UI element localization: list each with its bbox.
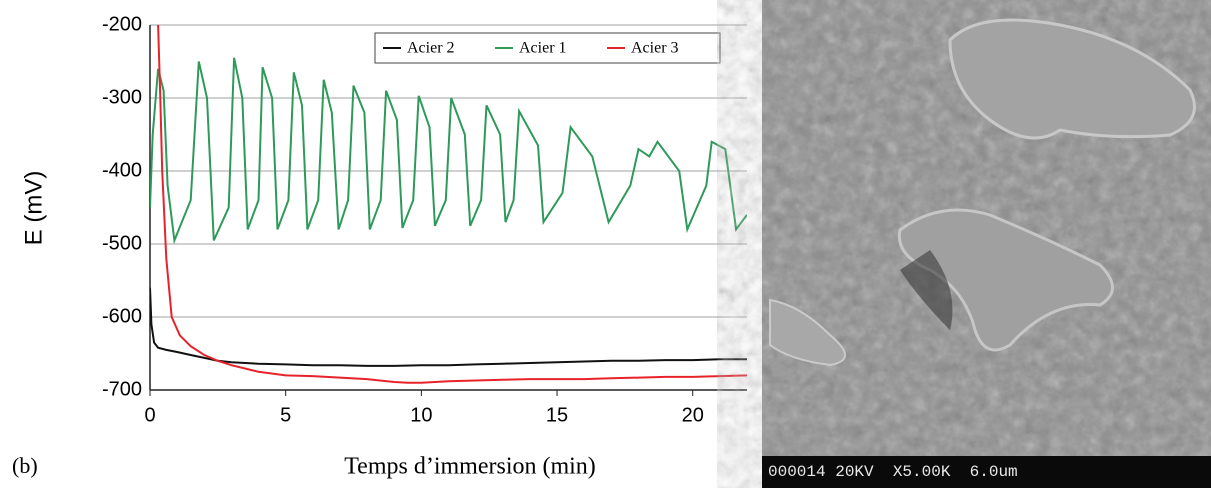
- y-axis-label: E (mV): [20, 171, 47, 246]
- x-tick-label: 5: [280, 404, 291, 426]
- y-tick-label: -200: [102, 13, 142, 35]
- legend-label: Acier 3: [631, 40, 679, 57]
- series-line: [150, 57, 747, 245]
- panel-label: (b): [12, 453, 38, 478]
- legend-box: [374, 32, 721, 64]
- y-tick-label: -700: [102, 378, 142, 400]
- y-tick-label: -400: [102, 159, 142, 181]
- series-line: [157, 25, 747, 384]
- y-tick-label: -600: [102, 305, 142, 327]
- legend-label: Acier 1: [519, 40, 567, 57]
- series-line: [150, 287, 747, 367]
- legend-label: Acier 2: [407, 40, 455, 57]
- sem-image: 000014 20KV X5.00K 6.0um: [762, 0, 1211, 488]
- x-axis-label: Temps d’immersion (min): [344, 454, 596, 480]
- sem-caption: 000014 20KV X5.00K 6.0um: [768, 463, 1018, 481]
- x-tick-label: 15: [546, 404, 568, 426]
- y-tick-label: -300: [102, 86, 142, 108]
- y-tick-label: -500: [102, 232, 142, 254]
- x-tick-label: 0: [144, 404, 155, 426]
- x-tick-label: 20: [682, 404, 704, 426]
- x-tick-label: 10: [410, 404, 432, 426]
